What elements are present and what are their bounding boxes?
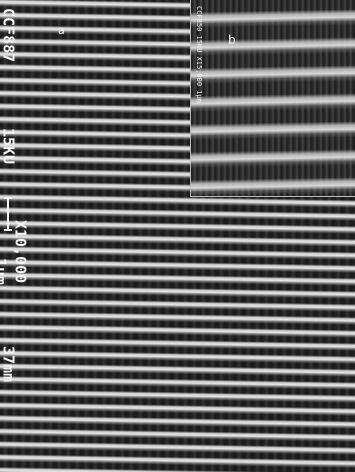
sample-id: CCF887 — [0, 8, 18, 62]
panel-label: a — [58, 24, 65, 37]
annotations: a b CCF887 15KU X10,000 1μm 37mm CCF850 … — [0, 0, 355, 472]
micron-bar: CCF887 15KU X10,000 1μm 37mm — [0, 8, 30, 382]
micron-bar-text: CCF850 15KU X15,000 1μm — [195, 6, 203, 103]
distance: 37mm — [0, 346, 18, 382]
inset-micron-bar: CCF850 15KU X15,000 1μm — [195, 6, 203, 103]
voltage: 15KU — [0, 128, 18, 164]
micrograph: a b CCF887 15KU X10,000 1μm 37mm CCF850 … — [0, 0, 355, 472]
scale-label: 1μm — [0, 258, 10, 285]
panel-label: b — [228, 33, 236, 47]
magnification: X10,000 — [12, 220, 30, 283]
